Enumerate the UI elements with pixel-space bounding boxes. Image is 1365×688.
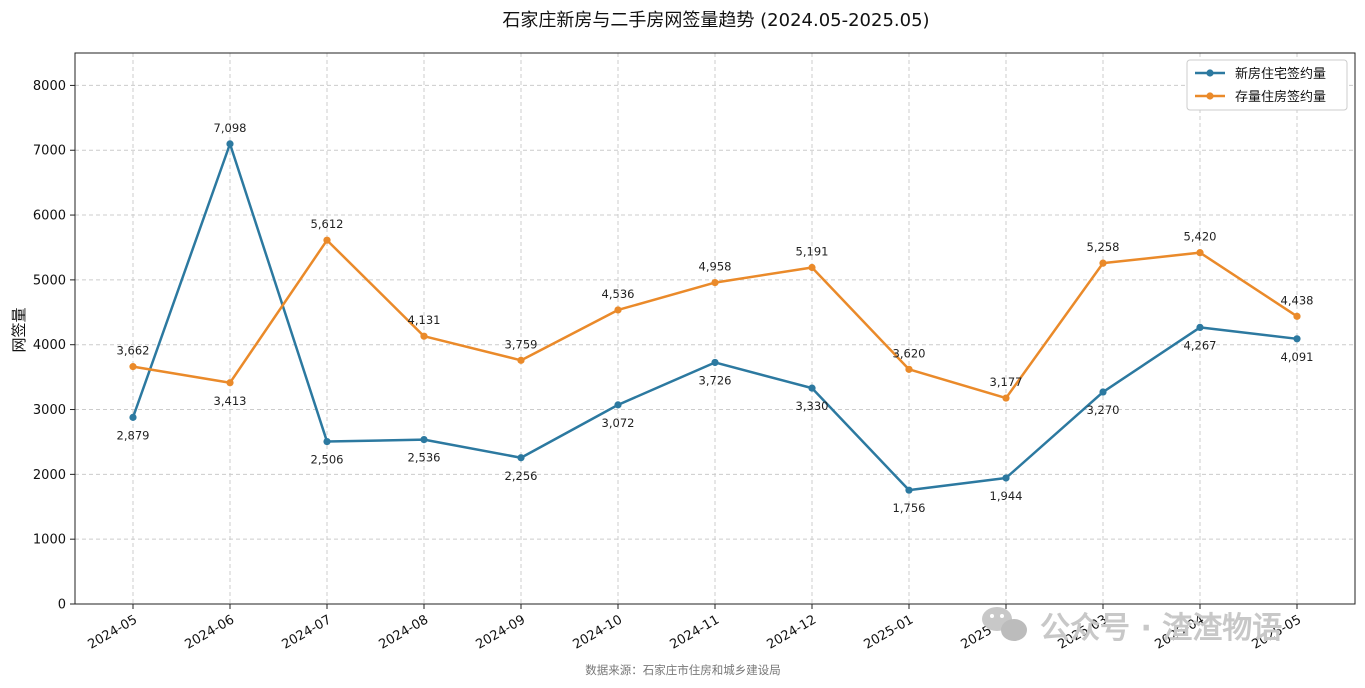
data-label-1: 4,536: [602, 287, 635, 301]
data-label-1: 3,620: [893, 346, 926, 360]
data-label-1: 4,131: [408, 313, 441, 327]
data-point-0: [517, 454, 524, 461]
data-label-0: 3,726: [699, 373, 732, 387]
x-tick-label: 2024-05: [85, 612, 140, 652]
data-label-0: 1,944: [990, 489, 1023, 503]
data-label-0: 4,267: [1184, 338, 1217, 352]
data-point-0: [905, 487, 912, 494]
data-point-0: [1293, 335, 1300, 342]
data-point-0: [323, 438, 330, 445]
data-label-1: 3,413: [214, 394, 247, 408]
data-point-1: [711, 279, 718, 286]
data-point-1: [226, 379, 233, 386]
data-label-0: 2,879: [117, 428, 150, 442]
data-label-1: 3,177: [990, 375, 1023, 389]
data-point-1: [420, 333, 427, 340]
data-label-1: 5,612: [311, 217, 344, 231]
data-label-1: 5,191: [796, 245, 829, 259]
data-label-0: 2,256: [505, 469, 538, 483]
data-point-1: [517, 357, 524, 364]
data-point-0: [711, 359, 718, 366]
data-point-1: [323, 237, 330, 244]
x-tick-label: 2024-10: [570, 612, 625, 652]
y-tick-label: 2000: [33, 468, 66, 483]
y-tick-label: 1000: [33, 533, 66, 548]
data-point-0: [420, 436, 427, 443]
data-point-1: [129, 363, 136, 370]
data-label-0: 3,330: [796, 399, 829, 413]
data-label-1: 4,958: [699, 260, 732, 274]
data-point-1: [905, 366, 912, 373]
legend-label-0: 新房住宅签约量: [1235, 66, 1326, 82]
y-tick-label: 3000: [33, 403, 66, 418]
x-tick-label: 2024-07: [279, 612, 334, 652]
watermark: 公众号 · 渣渣物语: [982, 607, 1282, 646]
y-tick-label: 4000: [33, 338, 66, 353]
data-point-1: [808, 264, 815, 271]
x-tick-label: 2024-11: [667, 612, 722, 652]
data-label-1: 4,438: [1281, 293, 1314, 307]
data-label-0: 7,098: [214, 121, 247, 135]
data-label-0: 1,756: [893, 501, 926, 515]
data-point-0: [226, 140, 233, 147]
data-label-1: 5,258: [1087, 240, 1120, 254]
data-label-0: 3,072: [602, 416, 635, 430]
y-axis-label: 网签量: [10, 307, 28, 352]
y-axis-ticks: 0 1000 2000 3000 4000 5000 6000 7000 8000: [33, 79, 75, 613]
data-point-1: [1293, 313, 1300, 320]
data-point-0: [129, 414, 136, 421]
legend-label-1: 存量住房签约量: [1235, 89, 1326, 105]
x-tick-label: 2024-06: [182, 612, 237, 652]
data-label-0: 3,270: [1087, 403, 1120, 417]
data-point-0: [1099, 388, 1106, 395]
chart-title: 石家庄新房与二手房网签量趋势 (2024.05-2025.05): [502, 10, 929, 31]
data-label-1: 5,420: [1184, 230, 1217, 244]
data-point-0: [1196, 324, 1203, 331]
data-point-1: [1099, 260, 1106, 267]
data-source: 数据来源：石家庄市住房和城乡建设局: [585, 663, 781, 677]
x-tick-label: 2025-01: [861, 612, 916, 652]
y-tick-label: 5000: [33, 273, 66, 288]
data-label-1: 3,759: [505, 337, 538, 351]
watermark-text: 公众号 · 渣渣物语: [1040, 611, 1282, 646]
data-point-1: [1002, 394, 1009, 401]
legend-swatch-marker-1: [1206, 92, 1213, 99]
x-tick-label: 2024-12: [764, 612, 819, 652]
data-point-0: [1002, 474, 1009, 481]
data-point-1: [614, 306, 621, 313]
data-label-0: 4,091: [1281, 350, 1314, 364]
data-label-1: 3,662: [117, 344, 150, 358]
data-point-0: [808, 385, 815, 392]
data-label-0: 2,506: [311, 453, 344, 467]
x-tick-label: 2024-08: [376, 612, 431, 652]
data-point-1: [1196, 249, 1203, 256]
x-tick-label: 2024-09: [473, 612, 528, 652]
y-tick-label: 0: [58, 598, 66, 613]
data-point-0: [614, 401, 621, 408]
y-tick-label: 6000: [33, 209, 66, 224]
data-label-0: 2,536: [408, 451, 441, 465]
y-tick-label: 8000: [33, 79, 66, 94]
y-tick-label: 7000: [33, 144, 66, 159]
legend-swatch-marker-0: [1206, 69, 1213, 76]
